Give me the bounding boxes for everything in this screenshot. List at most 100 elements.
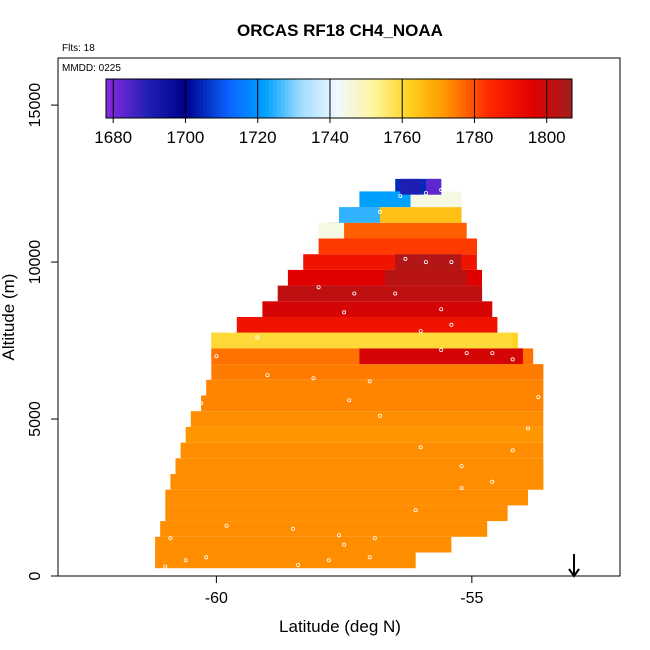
colorbar-segment bbox=[350, 79, 355, 118]
x-axis-label: Latitude (deg N) bbox=[279, 617, 401, 636]
track-point bbox=[536, 395, 541, 400]
track-point bbox=[459, 464, 464, 469]
colorbar-segment bbox=[385, 79, 390, 118]
colorbar-segment bbox=[152, 79, 157, 118]
colorbar-segment bbox=[513, 79, 519, 118]
heatmap-band bbox=[190, 411, 544, 427]
colorbar-segment bbox=[517, 79, 522, 118]
heatmap-band bbox=[155, 552, 416, 569]
track-point bbox=[449, 322, 454, 327]
track-point bbox=[239, 570, 244, 575]
track-point bbox=[413, 508, 418, 513]
track-point bbox=[418, 445, 423, 450]
colorbar-segment bbox=[370, 79, 375, 118]
track-point bbox=[142, 511, 147, 516]
colorbar-segment bbox=[331, 79, 336, 118]
colorbar-segment bbox=[490, 79, 495, 118]
x-tick-label: -55 bbox=[460, 590, 483, 607]
heatmap-band bbox=[277, 285, 483, 302]
colorbar-segment bbox=[498, 79, 503, 118]
colorbar-segment bbox=[172, 79, 177, 118]
track-point bbox=[372, 536, 377, 541]
heatmap-band bbox=[211, 364, 544, 380]
colorbar-segment bbox=[226, 79, 231, 118]
colorbar-segment bbox=[261, 79, 266, 118]
track-point bbox=[352, 291, 357, 296]
colorbar-segment bbox=[121, 79, 126, 118]
colorbar-segment bbox=[140, 79, 146, 118]
track-point bbox=[229, 329, 234, 334]
colorbar-segment bbox=[525, 79, 530, 118]
colorbar-segment bbox=[556, 79, 561, 118]
colorbar-segment bbox=[253, 79, 258, 118]
track-point bbox=[311, 376, 316, 381]
colorbar-segment bbox=[467, 79, 472, 118]
heatmap-cell bbox=[395, 254, 462, 270]
track-point bbox=[367, 555, 372, 560]
heatmap-band bbox=[206, 379, 544, 396]
track-point bbox=[163, 432, 168, 437]
colorbar-segment bbox=[307, 79, 313, 118]
colorbar-segment bbox=[319, 79, 324, 118]
colorbar-segment bbox=[509, 79, 515, 118]
y-axis-label: Altitude (m) bbox=[0, 274, 18, 361]
colorbar-frame bbox=[105, 78, 573, 119]
colorbar-segment bbox=[210, 79, 216, 118]
colorbar-segment bbox=[292, 79, 297, 118]
heatmap-cells bbox=[155, 178, 544, 569]
colorbar-segment bbox=[436, 79, 441, 118]
track-point bbox=[326, 558, 331, 563]
track-point bbox=[296, 563, 301, 568]
colorbar-segment bbox=[564, 79, 569, 118]
colorbar-segment bbox=[439, 79, 445, 118]
colorbar-segment bbox=[117, 79, 122, 118]
heatmap-cell bbox=[359, 348, 523, 365]
colorbar-segment bbox=[323, 79, 328, 118]
flights-note: Flts: 18 bbox=[62, 43, 95, 54]
heatmap-cell bbox=[318, 222, 345, 239]
track-point bbox=[393, 291, 398, 296]
heatmap-band bbox=[175, 458, 544, 474]
heatmap-band bbox=[165, 505, 508, 522]
colorbar-segment bbox=[280, 79, 286, 118]
track-point bbox=[137, 542, 142, 547]
colorbar-segment bbox=[455, 79, 460, 118]
track-point bbox=[153, 473, 158, 478]
track-point bbox=[265, 569, 270, 574]
colorbar-segment bbox=[276, 79, 282, 118]
heatmap-cell bbox=[339, 207, 380, 223]
colorbar-segment bbox=[238, 79, 243, 118]
heatmap-band bbox=[165, 489, 529, 506]
colorbar-segment bbox=[199, 79, 204, 118]
colorbar-segment bbox=[249, 79, 254, 118]
track-point bbox=[255, 335, 260, 340]
colorbar-segment bbox=[397, 79, 402, 118]
colorbar-segment bbox=[393, 79, 398, 118]
heatmap-band bbox=[170, 474, 544, 490]
colorbar-segment bbox=[218, 79, 223, 118]
colorbar-segment bbox=[432, 79, 437, 118]
y-tick-label: 0 bbox=[27, 571, 44, 580]
track-point bbox=[316, 570, 321, 575]
colorbar-segment bbox=[304, 79, 309, 118]
colorbar-segment bbox=[284, 79, 289, 118]
track-point bbox=[168, 536, 173, 541]
colorbar-segment bbox=[187, 79, 192, 118]
colorbar-segment bbox=[144, 79, 150, 118]
colorbar-segment bbox=[222, 79, 227, 118]
colorbar-segment bbox=[245, 79, 251, 118]
colorbar-segment bbox=[106, 79, 111, 118]
track-point bbox=[214, 354, 219, 359]
colorbar-segment bbox=[109, 79, 115, 118]
colorbar-tick-label: 1760 bbox=[383, 128, 421, 147]
heatmap-band bbox=[180, 442, 544, 459]
track-point bbox=[423, 190, 428, 195]
colorbar-segment bbox=[459, 79, 464, 118]
track-point bbox=[163, 564, 168, 569]
heatmap-cell bbox=[425, 178, 442, 195]
track-point bbox=[183, 558, 188, 563]
colorbar-segment bbox=[168, 79, 173, 118]
track-point bbox=[342, 542, 347, 547]
colorbar-segment bbox=[203, 79, 208, 118]
